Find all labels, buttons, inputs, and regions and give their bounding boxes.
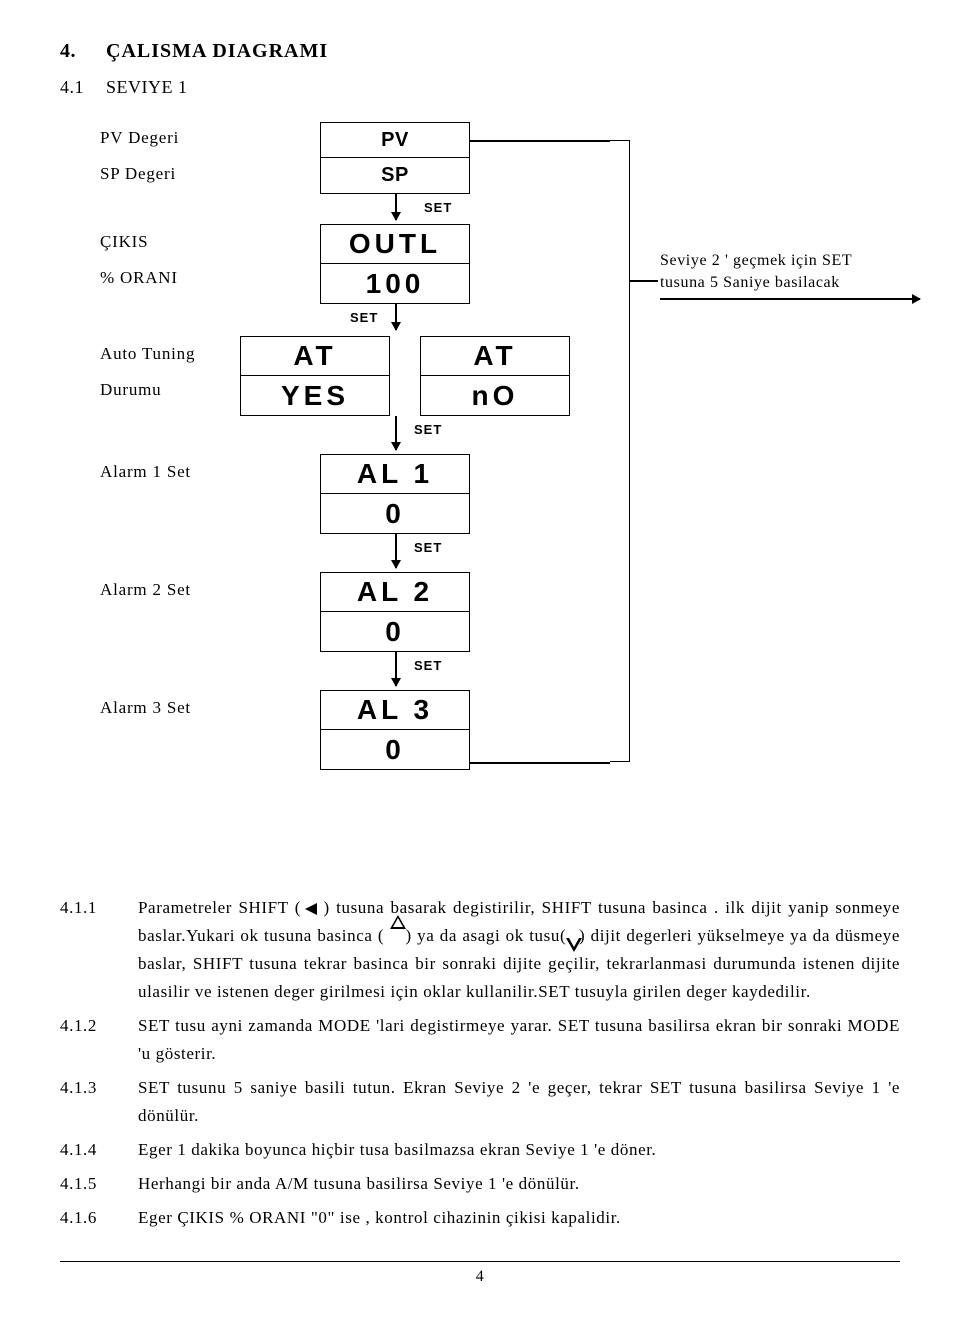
para-412-num: 4.1.2 (60, 1012, 112, 1068)
arrow-2 (395, 304, 397, 330)
para-415-body: Herhangi bir anda A/M tusuna basilirsa S… (138, 1170, 900, 1198)
heading-row: 4. ÇALISMA DIAGRAMI (60, 40, 900, 63)
page: 4. ÇALISMA DIAGRAMI 4.1 SEVIYE 1 PV Dege… (60, 40, 900, 1286)
arrow-5 (395, 652, 397, 686)
page-number: 4 (476, 1268, 485, 1285)
p411a: Parametreler SHIFT ( (138, 898, 301, 917)
para-414: 4.1.4 Eger 1 dakika boyunca hiçbir tusa … (60, 1136, 900, 1164)
bracket-top-ext (470, 140, 610, 142)
label-al1: Alarm 1 Set (100, 462, 191, 482)
para-414-body: Eger 1 dakika boyunca hiçbir tusa basilm… (138, 1136, 900, 1164)
box-100: 100 (320, 264, 470, 304)
para-411-body: Parametreler SHIFT ( ) tusuna basarak de… (138, 894, 900, 1006)
para-413: 4.1.3 SET tusunu 5 saniye basili tutun. … (60, 1074, 900, 1130)
sub-title: SEVIYE 1 (106, 77, 188, 98)
seg-yes: YES (281, 380, 349, 412)
heading-num: 4. (60, 40, 76, 63)
para-416-num: 4.1.6 (60, 1204, 112, 1232)
box-outl: OUTL (320, 224, 470, 264)
label-sp: SP Degeri (100, 164, 176, 184)
para-416: 4.1.6 Eger ÇIKIS % ORANI "0" ise , kontr… (60, 1204, 900, 1232)
arrow-3 (395, 416, 397, 450)
para-413-num: 4.1.3 (60, 1074, 112, 1130)
p411c: ) ya da asagi ok tusu( (406, 926, 567, 945)
seg-al1v: 0 (385, 498, 405, 530)
box-al1t: AL 1 (320, 454, 470, 494)
box-at1: AT (240, 336, 390, 376)
box-al3t: AL 3 (320, 690, 470, 730)
heading-title: ÇALISMA DIAGRAMI (106, 40, 328, 63)
label-al2: Alarm 2 Set (100, 580, 191, 600)
label-pv: PV Degeri (100, 128, 179, 148)
set-2: SET (350, 310, 378, 325)
diagram: PV Degeri SP Degeri PV SP SET ÇIKIS % OR… (60, 122, 900, 882)
box-pv: PV (320, 122, 470, 158)
note-l2: tusuna 5 Saniye basilacak (660, 274, 840, 291)
para-416-body: Eger ÇIKIS % ORANI "0" ise , kontrol cih… (138, 1204, 900, 1232)
label-cikis: ÇIKIS (100, 232, 148, 252)
seg-at1: AT (293, 340, 336, 372)
box-sp-text: SP (381, 164, 409, 187)
shift-icon (305, 903, 317, 915)
box-yes: YES (240, 376, 390, 416)
seg-al3t: AL 3 (357, 694, 433, 726)
para-413-body: SET tusunu 5 saniye basili tutun. Ekran … (138, 1074, 900, 1130)
label-auto: Auto Tuning (100, 344, 195, 364)
box-al3v: 0 (320, 730, 470, 770)
label-oran: % ORANI (100, 268, 178, 288)
note-stub (630, 280, 658, 282)
box-at2: AT (420, 336, 570, 376)
box-no: nO (420, 376, 570, 416)
up-icon (390, 929, 406, 943)
box-sp: SP (320, 158, 470, 194)
para-414-num: 4.1.4 (60, 1136, 112, 1164)
note-arrow (660, 298, 920, 300)
arrow-4 (395, 534, 397, 568)
para-412: 4.1.2 SET tusu ayni zamanda MODE 'lari d… (60, 1012, 900, 1068)
note: Seviye 2 ' geçmek için SET tusuna 5 Sani… (660, 250, 920, 293)
para-415-num: 4.1.5 (60, 1170, 112, 1198)
para-412-body: SET tusu ayni zamanda MODE 'lari degisti… (138, 1012, 900, 1068)
label-al3: Alarm 3 Set (100, 698, 191, 718)
subheading-row: 4.1 SEVIYE 1 (60, 77, 900, 98)
box-al1v: 0 (320, 494, 470, 534)
set-1: SET (424, 200, 452, 215)
seg-outl: OUTL (349, 228, 441, 260)
box-al2t: AL 2 (320, 572, 470, 612)
para-411-num: 4.1.1 (60, 894, 112, 1006)
set-5: SET (414, 658, 442, 673)
note-l1: Seviye 2 ' geçmek için SET (660, 252, 852, 269)
para-415: 4.1.5 Herhangi bir anda A/M tusuna basil… (60, 1170, 900, 1198)
bracket-bot-ext (470, 762, 610, 764)
footer: 4 (60, 1261, 900, 1286)
bracket (610, 140, 630, 762)
seg-al2v: 0 (385, 616, 405, 648)
para-411: 4.1.1 Parametreler SHIFT ( ) tusuna basa… (60, 894, 900, 1006)
box-al2v: 0 (320, 612, 470, 652)
seg-no: nO (472, 380, 519, 412)
set-4: SET (414, 540, 442, 555)
paragraphs: 4.1.1 Parametreler SHIFT ( ) tusuna basa… (60, 894, 900, 1233)
seg-al1t: AL 1 (357, 458, 433, 490)
box-pv-text: PV (381, 129, 409, 152)
arrow-1 (395, 194, 397, 220)
sub-num: 4.1 (60, 77, 84, 98)
seg-al2t: AL 2 (357, 576, 433, 608)
seg-at2: AT (473, 340, 516, 372)
label-durum: Durumu (100, 380, 161, 400)
set-3: SET (414, 422, 442, 437)
seg-100: 100 (366, 268, 425, 300)
seg-al3v: 0 (385, 734, 405, 766)
